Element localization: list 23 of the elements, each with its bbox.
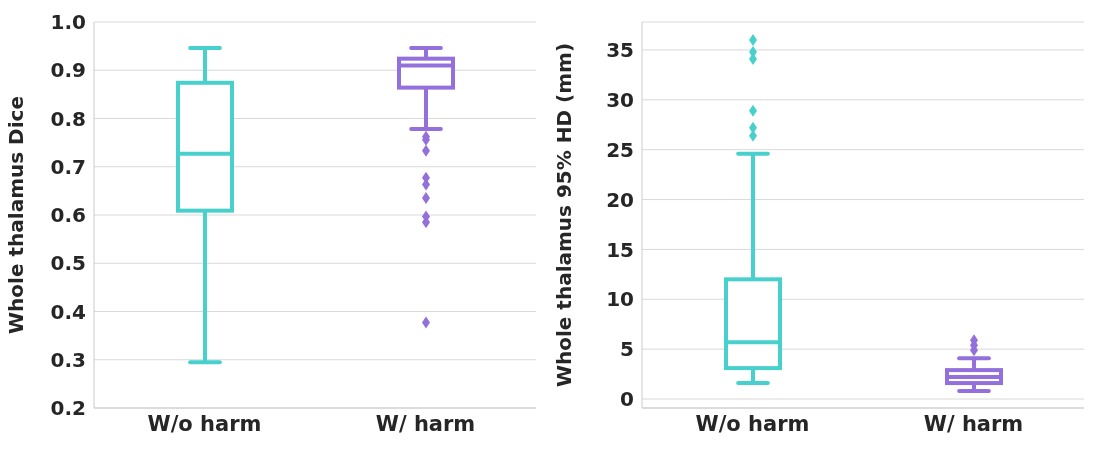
y-tick-label: 0.7 bbox=[50, 154, 86, 179]
y-tick-label: 0 bbox=[620, 387, 634, 412]
y-tick-label: 1.0 bbox=[50, 10, 86, 35]
y-tick-label: 30 bbox=[606, 87, 634, 112]
y-tick-label: 0.8 bbox=[50, 106, 86, 131]
y-tick-label: 0.2 bbox=[50, 396, 86, 421]
y-axis-title: Whole thalamus Dice bbox=[4, 96, 29, 334]
y-tick-label: 20 bbox=[606, 187, 634, 212]
y-tick-label: 0.6 bbox=[50, 203, 86, 228]
x-tick-label: W/ harm bbox=[375, 411, 476, 436]
y-axis-title: Whole thalamus 95% HD (mm) bbox=[552, 42, 577, 388]
x-tick-label: W/o harm bbox=[695, 411, 810, 436]
y-tick-label: 0.9 bbox=[50, 58, 86, 83]
x-tick-label: W/ harm bbox=[923, 411, 1024, 436]
y-tick-label: 0.4 bbox=[50, 299, 86, 324]
y-tick-label: 5 bbox=[620, 337, 634, 362]
y-tick-label: 35 bbox=[606, 38, 634, 63]
y-tick-label: 15 bbox=[606, 237, 634, 262]
x-tick-label: W/o harm bbox=[147, 411, 262, 436]
y-tick-label: 0.3 bbox=[50, 347, 86, 372]
y-tick-label: 0.5 bbox=[50, 251, 86, 276]
y-tick-label: 25 bbox=[606, 137, 634, 162]
y-tick-label: 10 bbox=[606, 287, 634, 312]
